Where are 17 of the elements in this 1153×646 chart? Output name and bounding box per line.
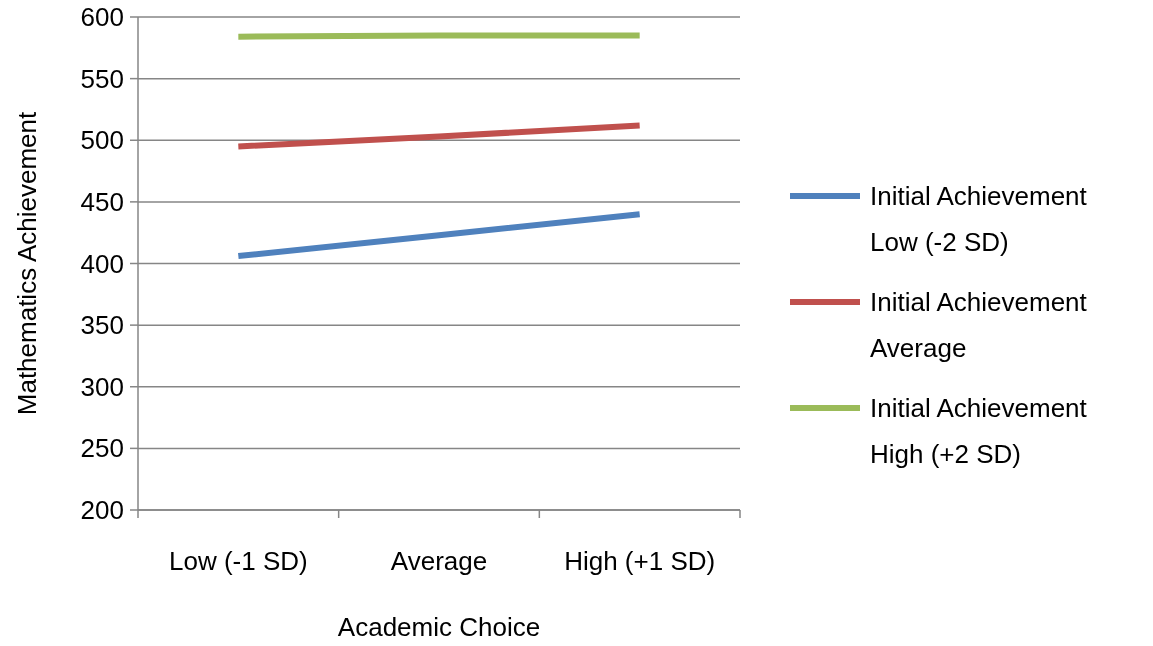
x-tick-label: Low (-1 SD) — [168, 546, 308, 576]
y-tick-label: 250 — [80, 433, 124, 464]
y-tick-label: 400 — [80, 248, 124, 279]
y-tick-label: 450 — [80, 186, 124, 217]
y-tick-label: 500 — [80, 125, 124, 156]
y-tick-label: 550 — [80, 63, 124, 94]
y-tick-label: 350 — [80, 310, 124, 341]
x-tick-label: High (+1 SD) — [564, 546, 716, 576]
legend-label: Initial Achievement Average — [870, 287, 1088, 364]
legend-label: Initial Achievement Low (-2 SD) — [870, 181, 1088, 258]
y-tick-label: 600 — [80, 2, 124, 33]
y-tick-label: 300 — [80, 371, 124, 402]
y-tick-label: 200 — [80, 495, 124, 526]
y-axis-title: Mathematics Achievement — [12, 110, 42, 416]
x-tick-label: Average — [390, 546, 488, 576]
x-axis-title: Academic Choice — [337, 612, 541, 642]
legend-label: Initial Achievement High (+2 SD) — [870, 393, 1088, 470]
